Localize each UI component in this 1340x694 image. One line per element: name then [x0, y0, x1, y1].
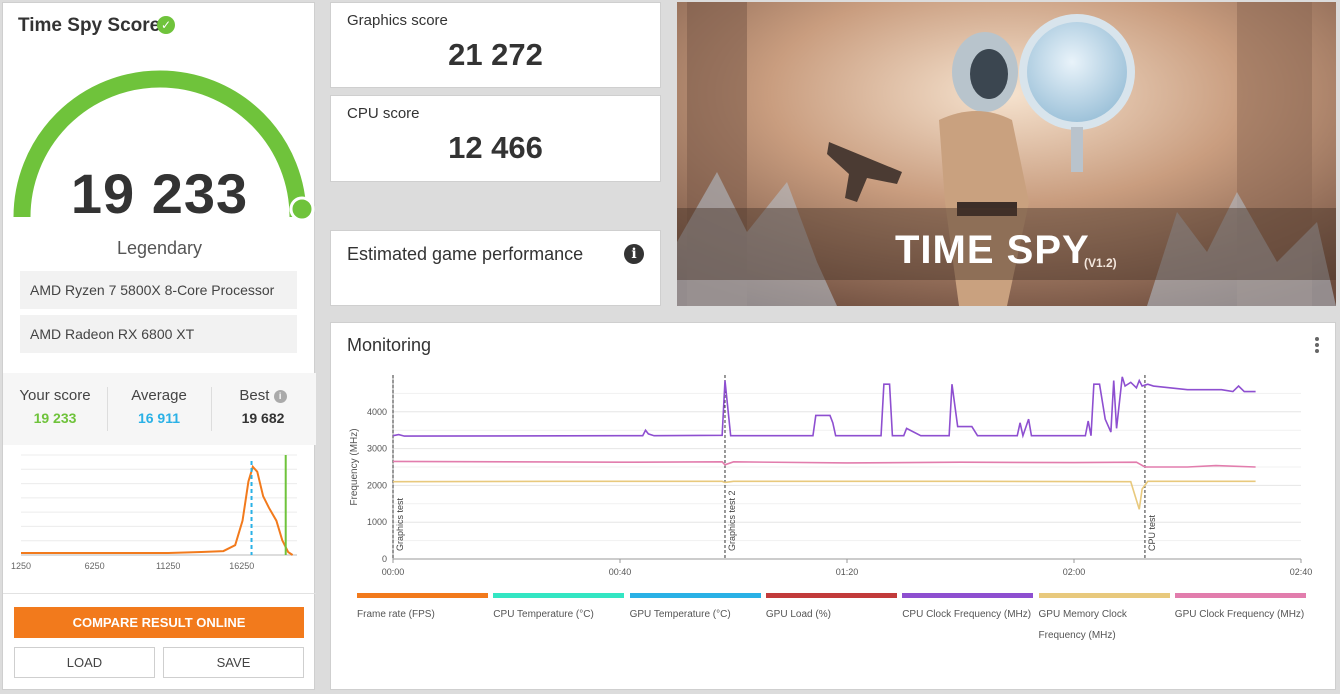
legend-label: CPU Clock Frequency (MHz): [902, 609, 1032, 620]
more-options-icon[interactable]: [1315, 337, 1319, 355]
figure-visor: [970, 49, 1008, 99]
average-label: Average: [131, 387, 187, 404]
benchmark-banner: TIME SPY (V1.2): [677, 2, 1336, 306]
figure-pistol: [827, 142, 902, 202]
legend-color-bar: [629, 593, 761, 598]
x-tick-label: 00:00: [382, 567, 405, 577]
gauge-arc: [13, 70, 307, 218]
legend-color-bar: [1174, 593, 1306, 598]
average-value: 16 911: [137, 410, 181, 426]
legend-item[interactable]: CPU Temperature (°C): [493, 593, 625, 625]
gpu-name: AMD Radeon RX 6800 XT: [20, 315, 297, 353]
legend-label: GPU Temperature (°C): [629, 609, 731, 620]
score-distribution-chart: 1250 6250 11250 16250: [11, 454, 297, 571]
overall-score: 19 233: [70, 162, 249, 225]
banner-band: [677, 208, 1336, 280]
best-value: 19 682: [241, 410, 285, 426]
gauge-knob: [289, 196, 315, 222]
y-tick-label: 4000: [367, 407, 387, 417]
crystal-left: [677, 172, 837, 306]
legend-color-bar: [765, 593, 897, 598]
legend-item[interactable]: GPU Temperature (°C): [629, 593, 762, 625]
legend-color-bar: [357, 593, 488, 598]
monitoring-title: Monitoring: [347, 335, 432, 355]
legend-item[interactable]: CPU Clock Frequency (MHz): [902, 593, 1034, 625]
legend-label: GPU Load (%): [765, 609, 831, 620]
rank-label: Legendary: [116, 238, 203, 258]
legend-color-bar: [1038, 593, 1170, 598]
estimated-game-performance-title: Estimated game performance: [347, 244, 584, 264]
x-tick-label: 02:00: [1063, 567, 1086, 577]
legend-item[interactable]: GPU Load (%): [765, 593, 898, 625]
your-score-value: 19 233: [33, 410, 77, 426]
legend-label: GPU Memory Clock Frequency (MHz): [1038, 609, 1127, 641]
series-line: [392, 376, 1256, 439]
banner-version: (V1.2): [1084, 256, 1117, 270]
time-spy-artwork: [677, 2, 1336, 306]
distribution-curve: [21, 464, 294, 556]
divider: [107, 387, 108, 431]
graphics-score-label: Graphics score: [347, 12, 448, 29]
cpu-score-value: 12 466: [448, 130, 543, 165]
legend-color-bar: [493, 593, 625, 598]
estimated-game-performance-card: Estimated game performance i: [330, 230, 661, 306]
compare-result-online-button[interactable]: COMPARE RESULT ONLINE: [14, 607, 304, 638]
banner-title: TIME SPY: [895, 228, 1090, 272]
y-tick-label: 1000: [367, 517, 387, 527]
best-stat: Best i 19 682: [211, 387, 315, 426]
load-button[interactable]: LOAD: [14, 647, 155, 678]
legend-label: GPU Clock Frequency (MHz): [1174, 609, 1305, 620]
x-tick-label: 1250: [11, 561, 31, 571]
test-marker-label: CPU test: [1147, 514, 1157, 551]
x-tick-label: 6250: [85, 561, 105, 571]
x-tick-label: 00:40: [609, 567, 632, 577]
save-button[interactable]: SAVE: [163, 647, 304, 678]
monitoring-panel: Monitoring 0 1000 2000 3000 4000 00:00 00:40 01…: [330, 322, 1336, 690]
series-line: [392, 460, 1256, 468]
series-line: [392, 480, 1256, 510]
x-tick-label: 11250: [156, 561, 180, 571]
legend-item[interactable]: GPU Clock Frequency (MHz): [1174, 593, 1307, 625]
crystal-right: [1147, 192, 1336, 306]
graphics-score-value: 21 272: [448, 37, 543, 72]
graphics-score-card: Graphics score 21 272: [330, 2, 661, 88]
your-score-stat: Your score 19 233: [3, 387, 107, 426]
mirror-glass: [1027, 22, 1127, 122]
score-gauge: [13, 70, 315, 222]
cpu-name: AMD Ryzen 7 5800X 8-Core Processor: [20, 271, 297, 309]
test-marker-label: Graphics test 2: [727, 490, 737, 551]
cpu-score-label: CPU score: [347, 105, 420, 122]
divider: [3, 593, 316, 594]
average-stat: Average 16 911: [107, 387, 211, 426]
score-panel: Time Spy Score ✓ 19 233 Legendary AMD Ry…: [2, 2, 316, 690]
x-tick-label: 16250: [229, 561, 254, 571]
legend-color-bar: [902, 593, 1034, 598]
cpu-score-card: CPU score 12 466: [330, 95, 661, 182]
y-tick-label: 2000: [367, 480, 387, 490]
test-marker-label: Graphics test: [395, 497, 405, 551]
legend-item[interactable]: GPU Memory Clock Frequency (MHz): [1038, 593, 1171, 646]
mirror-handle: [1071, 127, 1083, 172]
best-label-text: Best: [239, 387, 270, 404]
x-tick-label: 01:20: [836, 567, 859, 577]
legend-item[interactable]: Frame rate (FPS): [357, 593, 489, 625]
divider: [211, 387, 212, 431]
score-comparison: Your score 19 233 Average 16 911 Best i …: [3, 373, 316, 445]
y-tick-label: 3000: [367, 444, 387, 454]
y-axis-label: Frequency (MHz): [349, 428, 360, 505]
score-title: Time Spy Score: [18, 15, 161, 36]
monitoring-chart: 0 1000 2000 3000 4000 00:00 00:40 01:20 02:00 02:…: [349, 375, 1313, 577]
best-label: Best i: [211, 387, 315, 404]
info-icon[interactable]: i: [273, 390, 287, 403]
legend-label: CPU Temperature (°C): [493, 609, 594, 620]
y-tick-label: 0: [382, 554, 387, 564]
x-tick-label: 02:40: [1290, 567, 1313, 577]
info-icon[interactable]: i: [624, 244, 644, 264]
check-icon: ✓: [157, 16, 175, 34]
legend-label: Frame rate (FPS): [357, 609, 435, 620]
figure-belt: [957, 202, 1017, 216]
your-score-label: Your score: [19, 387, 91, 404]
